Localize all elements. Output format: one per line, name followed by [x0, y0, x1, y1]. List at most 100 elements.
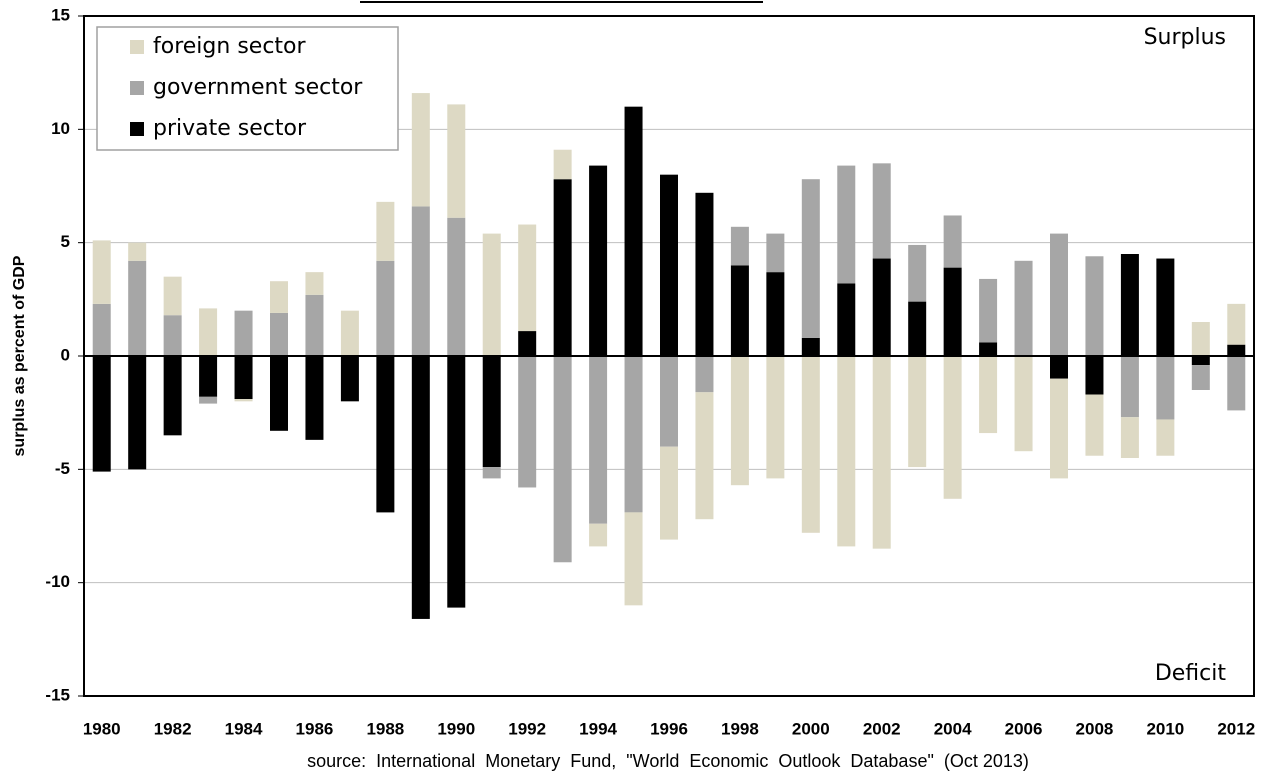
y-tick-label: -15 [45, 685, 70, 704]
bar [837, 165, 856, 284]
legend-swatch [130, 122, 144, 136]
x-tick-label: 1994 [579, 719, 617, 738]
bar [376, 201, 395, 261]
bar [234, 399, 253, 402]
bar [163, 356, 182, 436]
y-tick-label: 5 [61, 232, 70, 251]
bar [979, 278, 998, 343]
bar [447, 104, 466, 218]
bar [128, 242, 147, 261]
bar [234, 356, 253, 400]
bar [482, 233, 501, 356]
bar [447, 356, 466, 608]
legend-box [96, 26, 399, 151]
bar [943, 215, 962, 268]
bar [1050, 356, 1068, 379]
bar [730, 265, 749, 356]
bar [943, 267, 962, 356]
bar [1191, 322, 1210, 356]
bar [340, 310, 359, 356]
bar [801, 356, 820, 533]
bar [660, 446, 678, 540]
bar [305, 294, 324, 356]
legend-label: foreign sector [153, 34, 306, 59]
bar [1085, 356, 1104, 395]
bar [199, 356, 218, 397]
bar [1227, 356, 1246, 411]
bar [979, 342, 998, 356]
bar [695, 356, 714, 393]
bar [92, 303, 111, 356]
bar [695, 392, 714, 520]
annotation: Surplus [1144, 25, 1226, 50]
y-tick-label: -5 [55, 459, 70, 478]
bar [128, 356, 147, 470]
x-tick-label: 1982 [154, 719, 192, 738]
x-tick-label: 2002 [863, 719, 901, 738]
bar [482, 467, 501, 479]
x-tick-label: 1998 [721, 719, 759, 738]
bar [766, 356, 785, 479]
bar [837, 356, 856, 547]
y-tick-label: -10 [45, 572, 70, 591]
bar [199, 308, 218, 356]
annotation: Deficit [1155, 661, 1227, 686]
bar [908, 244, 927, 302]
bar [92, 240, 111, 304]
bar [305, 356, 324, 440]
bar [447, 217, 466, 356]
bar [1156, 258, 1175, 356]
bar [624, 106, 643, 357]
y-tick-label: 0 [61, 345, 70, 364]
x-tick-label: 2008 [1076, 719, 1114, 738]
legend-label: government sector [153, 75, 363, 100]
y-tick-label: 10 [51, 119, 70, 138]
bar [589, 523, 608, 547]
bar [943, 356, 962, 499]
bar [1014, 260, 1033, 356]
bar [1050, 233, 1068, 356]
bar [234, 310, 253, 356]
x-tick-label: 1986 [296, 719, 334, 738]
bar [270, 312, 288, 356]
y-axis-label: surplus as percent of GDP [11, 255, 28, 456]
legend-label: private sector [153, 116, 307, 141]
bar [305, 272, 324, 295]
bar [908, 301, 927, 356]
bar [553, 356, 572, 563]
bar [553, 149, 572, 180]
x-tick-label: 1992 [508, 719, 546, 738]
bar [1227, 303, 1246, 345]
x-tick-label: 2006 [1005, 719, 1043, 738]
bar [766, 233, 785, 273]
bar [1085, 394, 1104, 456]
source: source: International Monetary Fund, "Wo… [307, 751, 1029, 771]
bar [411, 93, 430, 207]
bar [695, 192, 714, 356]
bar [340, 356, 359, 402]
x-tick-label: 1990 [437, 719, 475, 738]
x-tick-label: 2012 [1217, 719, 1255, 738]
bar [1120, 417, 1139, 458]
bar [376, 260, 395, 356]
bar [872, 356, 891, 549]
x-tick-label: 2010 [1146, 719, 1184, 738]
bar [801, 337, 820, 356]
bar [624, 356, 643, 513]
bar [730, 356, 749, 486]
bar [1085, 256, 1104, 356]
plot-frame [83, 15, 1255, 697]
bar [801, 179, 820, 338]
bar [624, 512, 643, 606]
bars [84, 93, 1254, 619]
bar [979, 356, 998, 434]
bar [660, 356, 678, 447]
legend-swatch [130, 81, 144, 95]
bar [1120, 356, 1139, 418]
bar [589, 356, 608, 524]
x-tick-label: 2000 [792, 719, 830, 738]
bar [1050, 378, 1068, 479]
x-tick-label: 1996 [650, 719, 688, 738]
x-tick-label: 1984 [225, 719, 263, 738]
